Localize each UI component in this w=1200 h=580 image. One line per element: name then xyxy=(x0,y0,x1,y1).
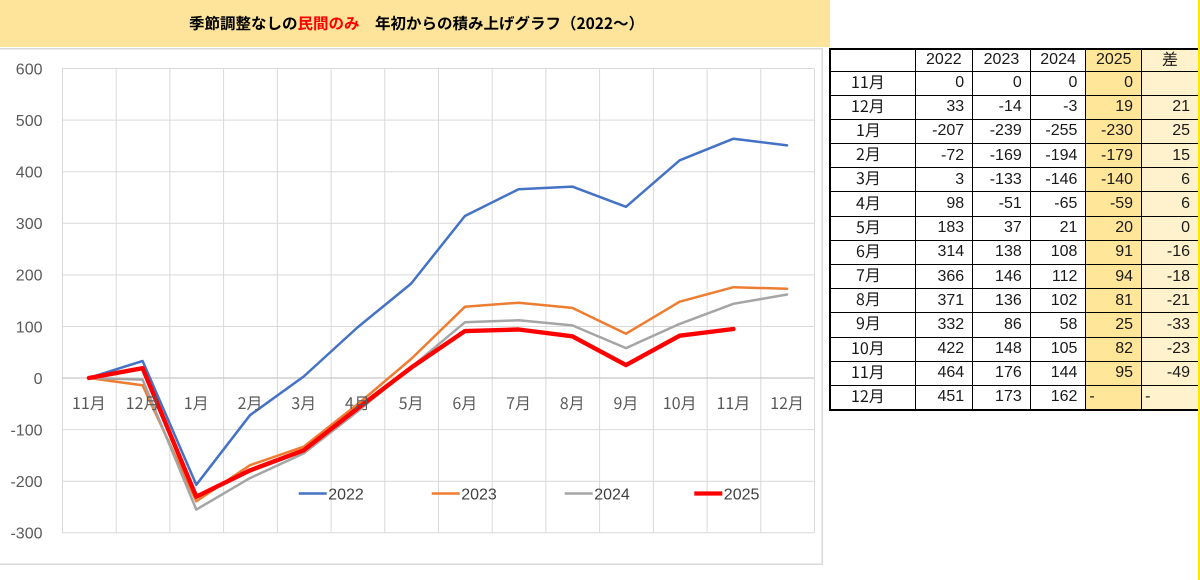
svg-text:200: 200 xyxy=(16,268,43,285)
svg-text:400: 400 xyxy=(16,165,43,182)
svg-text:2023: 2023 xyxy=(461,486,497,503)
svg-text:300: 300 xyxy=(16,216,43,233)
svg-text:100: 100 xyxy=(16,319,43,336)
svg-text:0: 0 xyxy=(34,371,43,388)
svg-text:500: 500 xyxy=(16,113,43,130)
svg-text:2025: 2025 xyxy=(724,486,760,503)
svg-text:-200: -200 xyxy=(10,474,42,491)
svg-text:2022: 2022 xyxy=(328,486,364,503)
svg-text:-300: -300 xyxy=(10,526,42,543)
svg-text:2024: 2024 xyxy=(594,486,630,503)
svg-text:-100: -100 xyxy=(10,422,42,439)
svg-text:600: 600 xyxy=(16,61,43,78)
